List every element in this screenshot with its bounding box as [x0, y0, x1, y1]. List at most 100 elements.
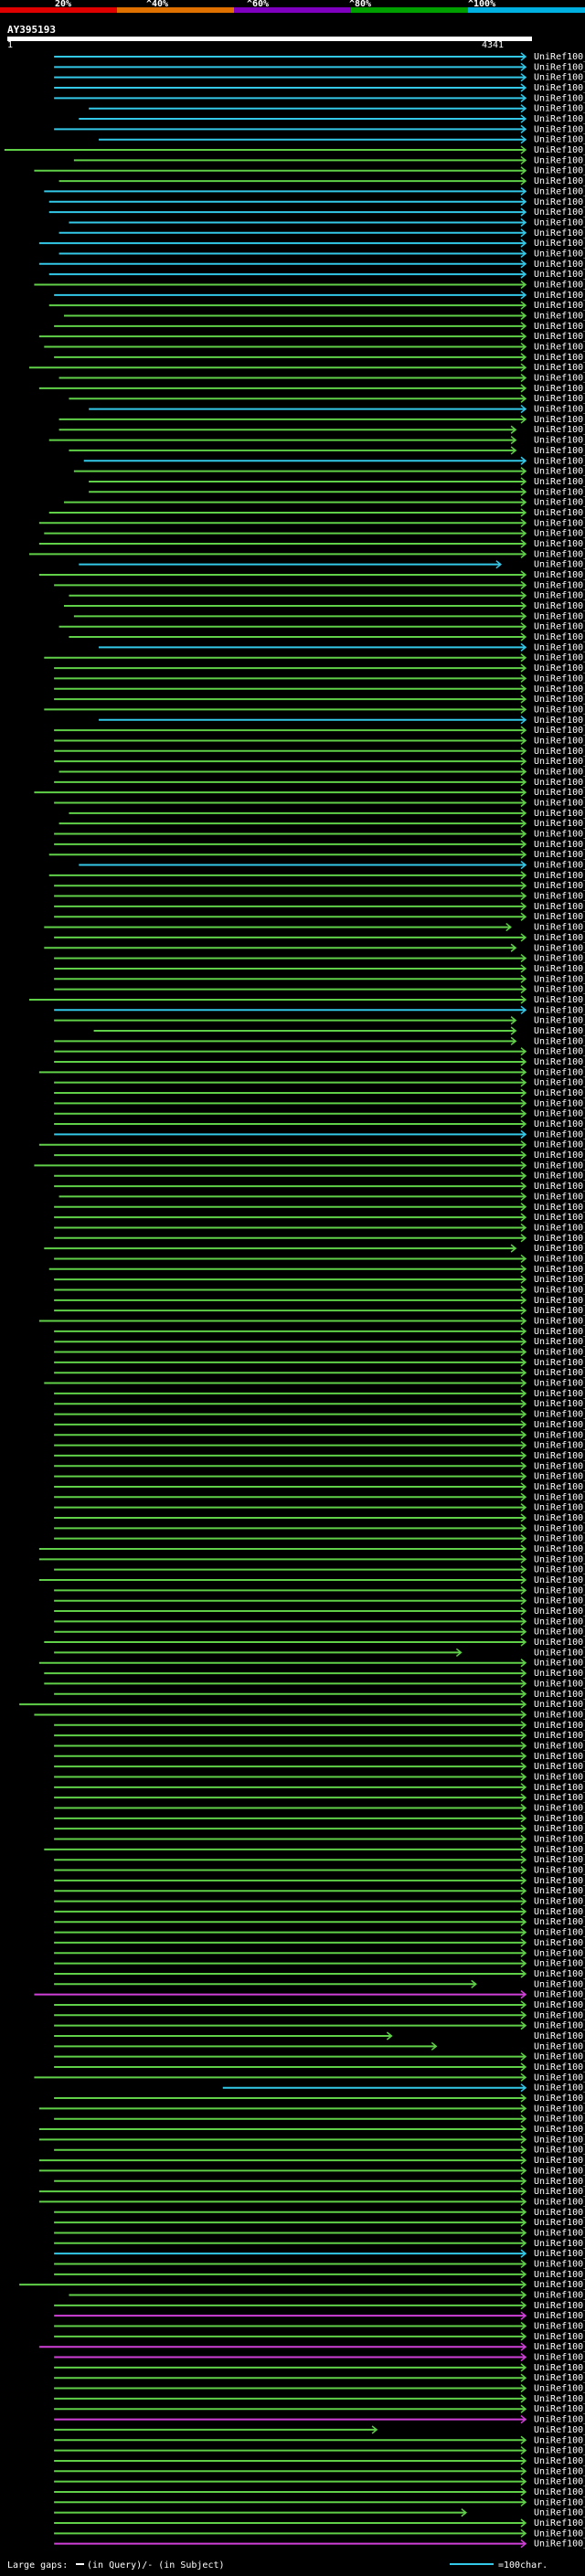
- hit-label[interactable]: UniRef100_B4FGC0: [534, 207, 585, 217]
- hit-label[interactable]: UniRef100_UP1000...: [534, 1938, 585, 1948]
- hit-label[interactable]: UniRef100_B2CP12: [534, 2083, 585, 2094]
- hit-label[interactable]: UniRef100_P25398: [534, 622, 585, 632]
- hit-label[interactable]: UniRef100_A9PDC2: [534, 322, 585, 332]
- hit-label[interactable]: UniRef100_B0Z9Q4: [534, 1119, 585, 1129]
- hit-label[interactable]: UniRef100_Q6PH94: [534, 673, 585, 684]
- hit-label[interactable]: UniRef100_A7Q9N4: [534, 1150, 585, 1161]
- hit-label[interactable]: UniRef100_C4PJ68: [534, 560, 585, 570]
- hit-label[interactable]: UniRef100_A8S825: [534, 1731, 585, 1741]
- hit-label[interactable]: UniRef100_A4UGE1: [534, 2280, 585, 2290]
- hit-label[interactable]: UniRef100_C5FDZ5: [534, 1690, 585, 1700]
- hit-label[interactable]: UniRef100_UP1000...: [534, 892, 585, 902]
- hit-label[interactable]: UniRef100_P49196: [534, 1513, 585, 1523]
- hit-label[interactable]: UniRef100_C9R1D1: [534, 477, 585, 487]
- hit-label[interactable]: UniRef100_Q6ZLP8: [534, 176, 585, 186]
- hit-label[interactable]: UniRef100_A8E6B1: [534, 529, 585, 539]
- hit-label[interactable]: UniRef100_C5V374: [534, 1876, 585, 1886]
- hit-label[interactable]: UniRef100_UP1000...: [534, 819, 585, 829]
- hit-label[interactable]: UniRef100_A8URJ0: [534, 1648, 585, 1658]
- hit-label[interactable]: UniRef100_UP1000...: [534, 2508, 585, 2518]
- hit-label[interactable]: UniRef100_C1E4C9: [534, 1047, 585, 1057]
- hit-label[interactable]: UniRef100_P47193: [534, 788, 585, 798]
- hit-label[interactable]: UniRef100_Q8HTJ6: [534, 757, 585, 767]
- hit-label[interactable]: UniRef100_B5DG68: [534, 767, 585, 777]
- hit-label[interactable]: UniRef100_B3NC55: [534, 1410, 585, 1420]
- hit-label[interactable]: UniRef100_UP1000...: [534, 1523, 585, 1533]
- hit-label[interactable]: UniRef100_B2RBX5: [534, 1585, 585, 1595]
- hit-label[interactable]: UniRef100_A9P9K3: [534, 332, 585, 342]
- hit-label[interactable]: UniRef100_B4Q1Y6: [534, 2404, 585, 2414]
- hit-label[interactable]: UniRef100_B2YI14: [534, 1368, 585, 1378]
- hit-label[interactable]: UniRef100_UP1000...: [534, 1296, 585, 1306]
- hit-label[interactable]: UniRef100_B8B7B6: [534, 217, 585, 228]
- hit-label[interactable]: UniRef100_B7PPA1: [534, 2094, 585, 2104]
- hit-label[interactable]: UniRef100_Q5BE28: [534, 1835, 585, 1845]
- hit-label[interactable]: UniRef100_UP1000...: [534, 1638, 585, 1648]
- hit-label[interactable]: UniRef100_Q6QEP7: [534, 684, 585, 694]
- hit-label[interactable]: UniRef100_C5Y7I9: [534, 343, 585, 353]
- hit-label[interactable]: UniRef100_Q4CSH2: [534, 2104, 585, 2114]
- hit-label[interactable]: UniRef100_B0NRT9: [534, 1669, 585, 1679]
- hit-label[interactable]: UniRef100_Q7EY39: [534, 1907, 585, 1917]
- hit-label[interactable]: UniRef100_Q23T16: [534, 2539, 585, 2549]
- hit-label[interactable]: UniRef100_O52223: [534, 2528, 585, 2539]
- hit-label[interactable]: UniRef100_Q5UAN1: [534, 1098, 585, 1108]
- hit-label[interactable]: UniRef100_C7YR11: [534, 1679, 585, 1689]
- hit-label[interactable]: UniRef100_C5YJV7: [534, 394, 585, 404]
- hit-label[interactable]: UniRef100_A8PGM1: [534, 1379, 585, 1389]
- hit-label[interactable]: UniRef100_B8PIM6: [534, 1182, 585, 1192]
- hit-label[interactable]: UniRef100_UP1000...: [534, 591, 585, 601]
- hit-label[interactable]: UniRef100_A6RBN0: [534, 1824, 585, 1834]
- hit-label[interactable]: UniRef100_Q5B0W6: [534, 2425, 585, 2435]
- hit-label[interactable]: UniRef100_UP1000...: [534, 1948, 585, 1958]
- hit-label[interactable]: UniRef100_B6TC88: [534, 270, 585, 280]
- hit-label[interactable]: UniRef100_UP1000...: [534, 1213, 585, 1223]
- hit-label[interactable]: UniRef100_B9GT02: [534, 353, 585, 363]
- hit-label[interactable]: UniRef100_D4W3U0: [534, 2497, 585, 2507]
- hit-label[interactable]: UniRef100_C4N189: [534, 1358, 585, 1368]
- hit-label[interactable]: UniRef100_A7TF53: [534, 2363, 585, 2373]
- hit-label[interactable]: UniRef100_B4K004: [534, 1306, 585, 1316]
- hit-label[interactable]: UniRef100_B8C0D0: [534, 1928, 585, 1938]
- hit-label[interactable]: UniRef100_Q2UUH2: [534, 1917, 585, 1927]
- hit-label[interactable]: UniRef100_C1JCL3: [534, 1969, 585, 1979]
- hit-label[interactable]: UniRef100_UP1000...: [534, 1285, 585, 1295]
- hit-label[interactable]: UniRef100_Q4WU51: [534, 1793, 585, 1803]
- hit-label[interactable]: UniRef100_C5M5O5: [534, 1990, 585, 2000]
- hit-label[interactable]: UniRef100_UP1000...: [534, 861, 585, 871]
- hit-label[interactable]: UniRef100_A4HBG7: [534, 2353, 585, 2363]
- hit-label[interactable]: UniRef100_C4Q088: [534, 1762, 585, 1772]
- hit-label[interactable]: UniRef100_A9NQZ9: [534, 508, 585, 518]
- hit-label[interactable]: UniRef100_B9GYJ7: [534, 415, 585, 425]
- hit-label[interactable]: UniRef100_C5I1V7: [534, 2041, 585, 2051]
- hit-label[interactable]: UniRef100_P47840: [534, 923, 585, 933]
- hit-label[interactable]: UniRef100_A7TKF7: [534, 2384, 585, 2394]
- hit-label[interactable]: UniRef100_Q4CSL1: [534, 2187, 585, 2197]
- hit-label[interactable]: UniRef100_Q4Q9Y7: [534, 2342, 585, 2352]
- hit-label[interactable]: UniRef100_P59936: [534, 1897, 585, 1907]
- hit-label[interactable]: UniRef100_Q4CQ60: [534, 2477, 585, 2487]
- hit-label[interactable]: UniRef100_A3F456: [534, 2010, 585, 2020]
- hit-label[interactable]: UniRef100_Q4N6S9: [534, 2466, 585, 2476]
- hit-label[interactable]: UniRef100_UP1000...: [534, 964, 585, 974]
- hit-label[interactable]: UniRef100_C1C3B4: [534, 1710, 585, 1720]
- hit-label[interactable]: UniRef100_A6SFW2: [534, 1617, 585, 1627]
- hit-label[interactable]: UniRef100_A9PXF2: [534, 1140, 585, 1150]
- hit-label[interactable]: UniRef100_A5K819: [534, 1721, 585, 1731]
- hit-label[interactable]: UniRef100_C5KSJ3: [534, 2446, 585, 2456]
- hit-label[interactable]: UniRef100_B2WJD2: [534, 1866, 585, 1876]
- hit-label[interactable]: UniRef100_Q9S9P1: [534, 539, 585, 549]
- hit-label[interactable]: UniRef100_Q9XC30: [534, 778, 585, 788]
- hit-label[interactable]: UniRef100_C9SVL7: [534, 1845, 585, 1855]
- hit-label[interactable]: UniRef100_A2YJZ1: [534, 135, 585, 145]
- hit-label[interactable]: UniRef100_B9SR76: [534, 374, 585, 384]
- hit-label[interactable]: UniRef100_A5DJ53: [534, 2322, 585, 2332]
- hit-label[interactable]: UniRef100_Q4CG55: [534, 601, 585, 611]
- hit-label[interactable]: UniRef100_B4M963: [534, 1327, 585, 1337]
- hit-label[interactable]: UniRef100_Q2HKH0: [534, 705, 585, 715]
- hit-label[interactable]: UniRef100_C5G8E7: [534, 1575, 585, 1585]
- hit-label[interactable]: UniRef100_C5YN39: [534, 186, 585, 196]
- hit-label[interactable]: UniRef100_C5Y0G4: [534, 384, 585, 394]
- hit-label[interactable]: UniRef100_Q1HRM3: [534, 1223, 585, 1233]
- hit-label[interactable]: UniRef100_Q4UB67: [534, 2062, 585, 2072]
